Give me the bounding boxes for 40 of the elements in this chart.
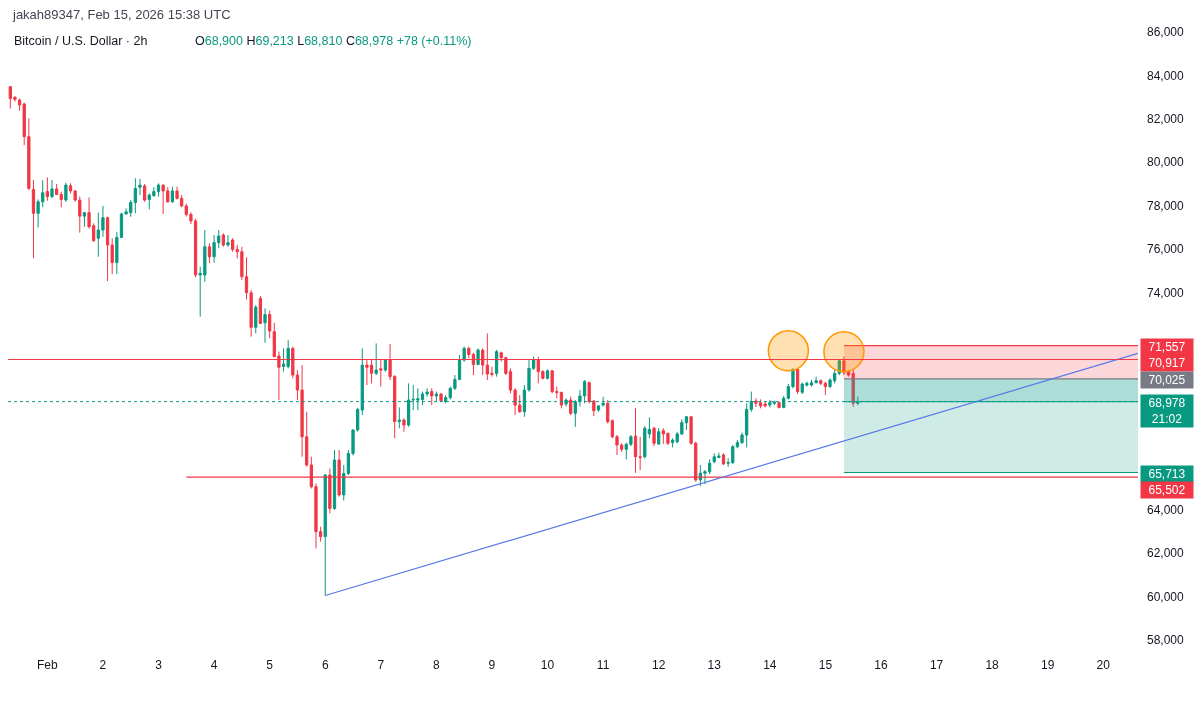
x-tick-label: 20 [1096, 658, 1111, 672]
data-label: 71,557 [1148, 340, 1186, 354]
x-tick-label: 13 [707, 658, 722, 672]
text: O68,900 H69,213 L68,810 C68,978 +78 (+0.11%) [195, 34, 472, 48]
y-tick-label: 64,000 [1147, 502, 1185, 517]
x-tick-label: 17 [929, 658, 944, 672]
x-tick-label: 6 [321, 658, 329, 672]
y-tick-label: 58,000 [1147, 633, 1185, 648]
x-tick-label: 18 [985, 658, 1000, 672]
data-label: 70,025 [1148, 373, 1186, 387]
x-tick-label: 8 [433, 658, 441, 672]
x-tick-label: Feb [37, 658, 59, 672]
x-tick-label: 7 [377, 658, 385, 672]
data-label: 65,502 [1148, 483, 1186, 497]
y-tick-label: 60,000 [1147, 589, 1185, 604]
y-tick-label: 82,000 [1147, 112, 1185, 127]
x-tick-label: 3 [155, 658, 163, 672]
x-tick-label: 2 [99, 658, 107, 672]
y-tick-label: 62,000 [1147, 546, 1185, 561]
x-tick-label: 5 [266, 658, 274, 672]
data-label: 65,713 [1148, 467, 1186, 481]
x-tick-label: 9 [488, 658, 496, 672]
y-tick-label: 76,000 [1147, 242, 1185, 257]
x-tick-label: 12 [652, 658, 666, 672]
x-tick-label: 4 [210, 658, 218, 672]
text: jakah89347, Feb 15, 2026 15:38 UTC [12, 7, 231, 22]
y-tick-label: 84,000 [1147, 68, 1185, 83]
y-tick-label: 80,000 [1147, 155, 1185, 170]
x-tick-label: 10 [540, 658, 555, 672]
y-tick-label: 86,000 [1147, 25, 1185, 40]
chart-title: Bitcoin / U.S. Dollar · 2h [14, 34, 148, 49]
x-tick-label: 19 [1041, 658, 1055, 672]
y-tick-label: 74,000 [1147, 285, 1185, 300]
y-tick-label: 78,000 [1147, 198, 1185, 213]
ref-line-label: 70,917 [1148, 356, 1186, 370]
ref-line-label: 68,978 21:02 [1148, 396, 1186, 426]
x-tick-label: 11 [596, 658, 610, 672]
x-tick-label: 14 [763, 658, 777, 672]
x-tick-label: 16 [874, 658, 888, 672]
x-tick-label: 15 [818, 658, 833, 672]
